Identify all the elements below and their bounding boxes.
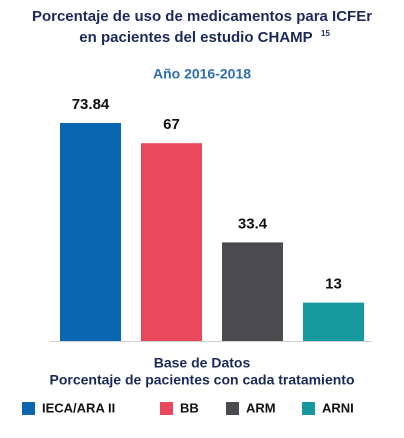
bar (222, 242, 283, 341)
legend-label: ARM (246, 400, 276, 415)
legend-swatch (302, 402, 315, 415)
value-label: 33.4 (238, 215, 268, 232)
legend-label: IECA/ARA II (42, 400, 115, 415)
legend-label: BB (180, 400, 199, 415)
x-axis-label: Base de Datos (154, 355, 251, 371)
value-label: 67 (163, 116, 180, 133)
legend-swatch (22, 402, 35, 415)
chart-subtitle: Año 2016-2018 (153, 66, 251, 82)
chart-title: Porcentaje de uso de medicamentos para I… (32, 8, 372, 25)
chart-title: en pacientes del estudio CHAMP (79, 29, 312, 46)
bar (141, 143, 202, 341)
x-axis-label: Porcentaje de pacientes con cada tratami… (50, 372, 355, 388)
value-label: 13 (325, 276, 342, 293)
legend-label: ARNI (322, 400, 354, 415)
legend-swatch (160, 402, 173, 415)
bar (60, 123, 121, 341)
legend-swatch (226, 402, 239, 415)
title-superscript: 15 (321, 29, 330, 38)
value-label: 73.84 (72, 96, 110, 113)
bar (303, 302, 364, 341)
